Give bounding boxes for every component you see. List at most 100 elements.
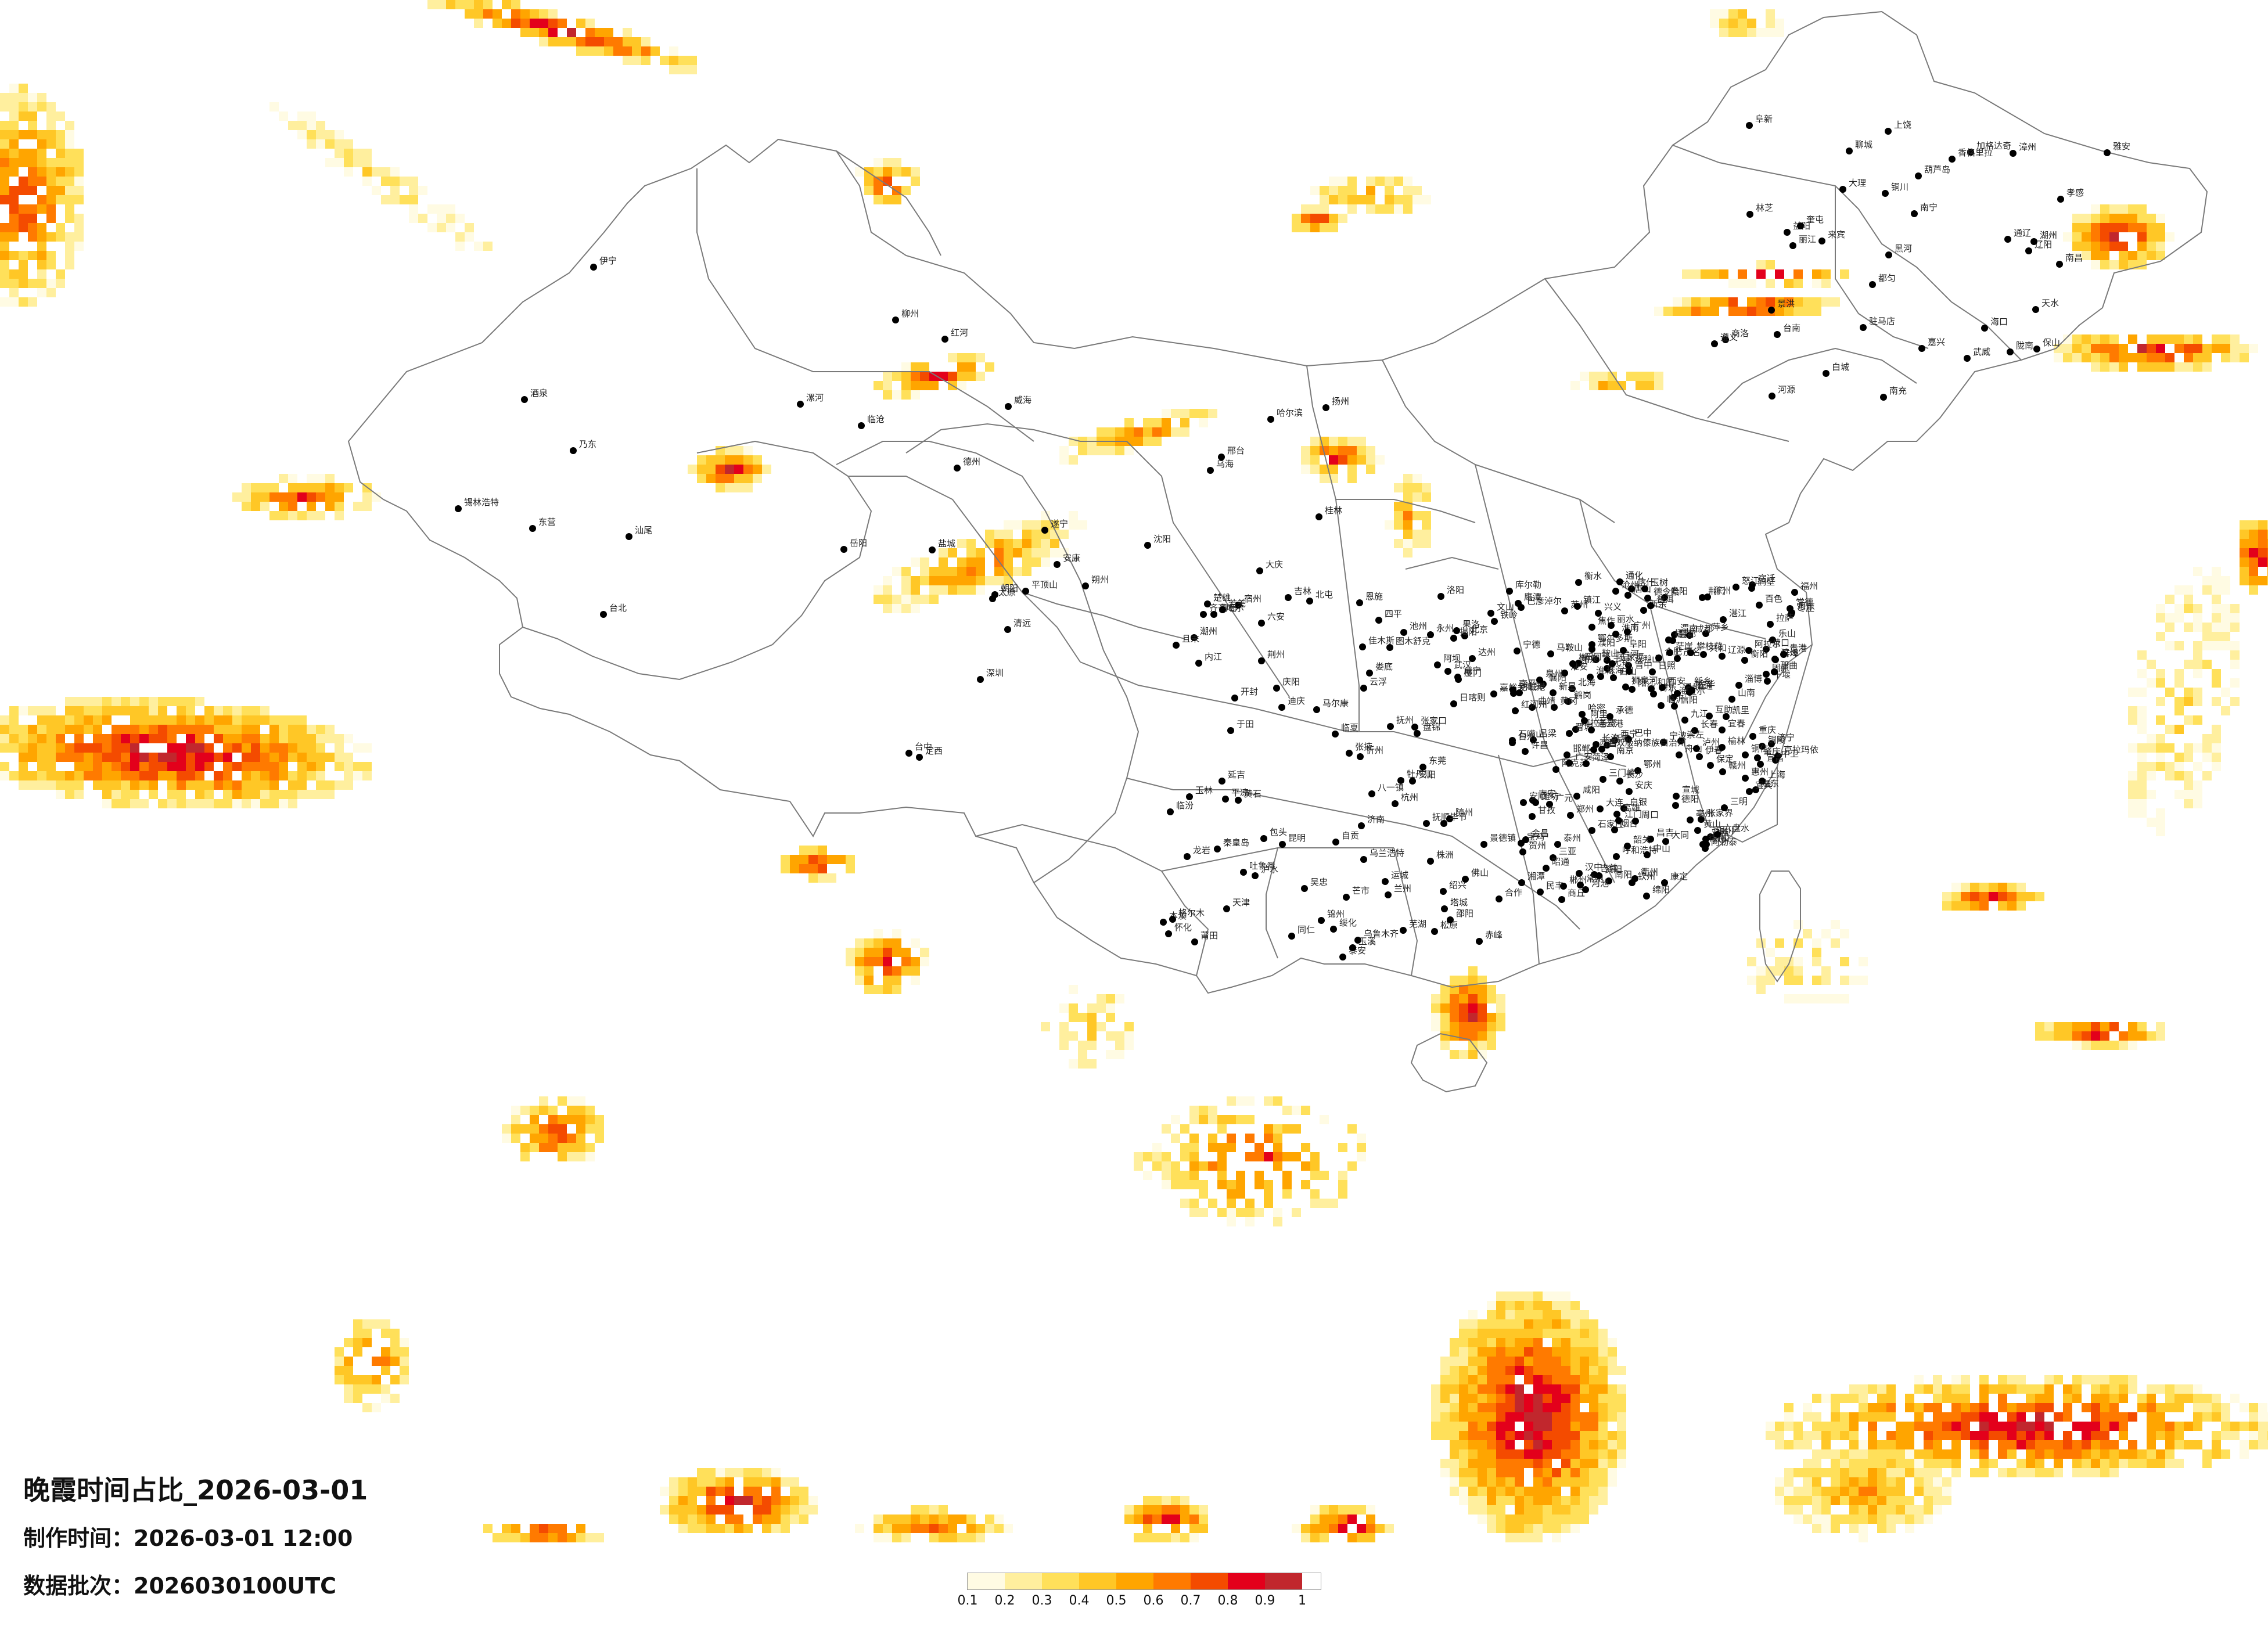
probability-cell xyxy=(177,771,186,780)
probability-cell xyxy=(1431,994,1440,1003)
probability-cell xyxy=(2137,771,2147,780)
probability-cell xyxy=(1608,1357,1617,1366)
probability-cell xyxy=(678,1487,688,1496)
probability-cell xyxy=(1301,223,1310,232)
city-dot xyxy=(1620,647,1627,654)
probability-cell xyxy=(2100,214,2109,223)
probability-cell xyxy=(9,706,19,715)
probability-cell xyxy=(1524,1366,1533,1375)
probability-cell xyxy=(1505,1347,1515,1357)
probability-cell xyxy=(1505,1459,1515,1468)
probability-cell xyxy=(2212,697,2221,706)
probability-cell xyxy=(1543,1329,1552,1338)
city-label: 丽水 xyxy=(1617,614,1634,624)
probability-cell xyxy=(1728,28,1738,37)
probability-cell xyxy=(1775,1487,1784,1496)
probability-cell xyxy=(1617,1440,1626,1449)
city-label: 吴忠 xyxy=(1310,877,1328,887)
city-marker: 迪庆 xyxy=(1278,696,1305,711)
probability-cell xyxy=(883,976,892,985)
probability-cell xyxy=(2091,362,2100,372)
probability-cell xyxy=(1450,1347,1459,1357)
probability-cell xyxy=(1403,177,1412,186)
probability-cell xyxy=(1533,1338,1543,1347)
probability-cell xyxy=(1292,1124,1301,1134)
city-marker: 安顺 xyxy=(1520,791,1547,806)
city-label: 景洪 xyxy=(1777,298,1795,309)
probability-cell xyxy=(2054,1468,2063,1477)
probability-cell xyxy=(1515,1338,1524,1347)
probability-cell xyxy=(121,753,130,762)
probability-cell xyxy=(139,725,149,734)
city-marker: 西双版纳傣族自治州 xyxy=(1598,738,1686,753)
probability-cell xyxy=(1264,1189,1273,1199)
probability-cell xyxy=(1524,1375,1533,1384)
probability-cell xyxy=(353,1319,362,1329)
city-dot xyxy=(1547,650,1554,657)
city-dot xyxy=(1332,731,1339,738)
city-label: 广州 xyxy=(1633,620,1651,631)
probability-cell xyxy=(2054,1440,2063,1449)
city-dot xyxy=(1911,210,1918,217)
probability-cell xyxy=(2174,1459,2184,1468)
probability-cell xyxy=(1013,567,1022,576)
probability-cell xyxy=(1450,1384,1459,1394)
probability-cell xyxy=(2091,260,2100,269)
city-dot xyxy=(1256,567,1263,574)
probability-cell xyxy=(1496,1422,1505,1431)
city-label: 汕尾 xyxy=(635,525,652,535)
probability-cell xyxy=(1719,19,1728,28)
probability-cell xyxy=(2193,1412,2202,1422)
city-label: 成都 xyxy=(1695,624,1713,634)
probability-cell xyxy=(37,242,46,251)
probability-cell xyxy=(307,130,316,139)
probability-cell xyxy=(1478,1403,1487,1412)
probability-cell xyxy=(548,1124,558,1134)
probability-cell xyxy=(1580,1487,1589,1496)
province-border xyxy=(696,168,1034,442)
probability-cell xyxy=(297,511,307,520)
probability-cell xyxy=(74,242,84,251)
probability-cell xyxy=(1561,1412,1570,1422)
probability-cell xyxy=(1022,567,1031,576)
probability-cell xyxy=(9,279,19,288)
city-dot xyxy=(1882,190,1889,197)
probability-cell xyxy=(883,167,892,177)
city-label: 绍兴 xyxy=(1449,880,1467,890)
probability-cell xyxy=(1979,1422,1989,1431)
probability-cell xyxy=(2212,1440,2221,1449)
probability-cell xyxy=(706,1496,716,1505)
probability-cell xyxy=(1440,1375,1450,1384)
probability-cell xyxy=(344,1338,353,1347)
probability-cell xyxy=(855,957,864,966)
probability-cell xyxy=(2212,725,2221,734)
city-dot xyxy=(941,336,948,343)
probability-cell xyxy=(762,1468,771,1477)
probability-cell xyxy=(1385,177,1394,186)
city-dot xyxy=(1742,775,1749,782)
probability-cell xyxy=(790,1487,799,1496)
probability-cell xyxy=(576,1152,585,1161)
city-marker: 武威 xyxy=(1964,347,1990,362)
city-marker: 泉州 xyxy=(1536,668,1563,684)
probability-cell xyxy=(1422,483,1431,492)
city-label: 平顶山 xyxy=(1031,580,1058,590)
probability-cell xyxy=(1905,1515,1914,1524)
city-dot xyxy=(1746,211,1753,218)
probability-cell xyxy=(1849,1524,1859,1533)
city-label: 鹤壁 xyxy=(1757,577,1775,587)
probability-cell xyxy=(1775,1422,1784,1431)
probability-cell xyxy=(1617,1449,1626,1459)
city-marker: 康定 xyxy=(1661,871,1688,886)
probability-cell xyxy=(46,753,56,762)
probability-cell xyxy=(1859,976,1868,985)
probability-cell xyxy=(948,548,957,557)
probability-cell xyxy=(1617,1403,1626,1412)
data-batch: 数据批次：2026030100UTC xyxy=(23,1573,337,1599)
probability-cell xyxy=(1682,297,1691,307)
probability-cell xyxy=(1552,1440,1561,1449)
probability-cell xyxy=(1478,1022,1487,1031)
probability-cell xyxy=(1775,19,1784,28)
probability-cell xyxy=(1496,1357,1505,1366)
